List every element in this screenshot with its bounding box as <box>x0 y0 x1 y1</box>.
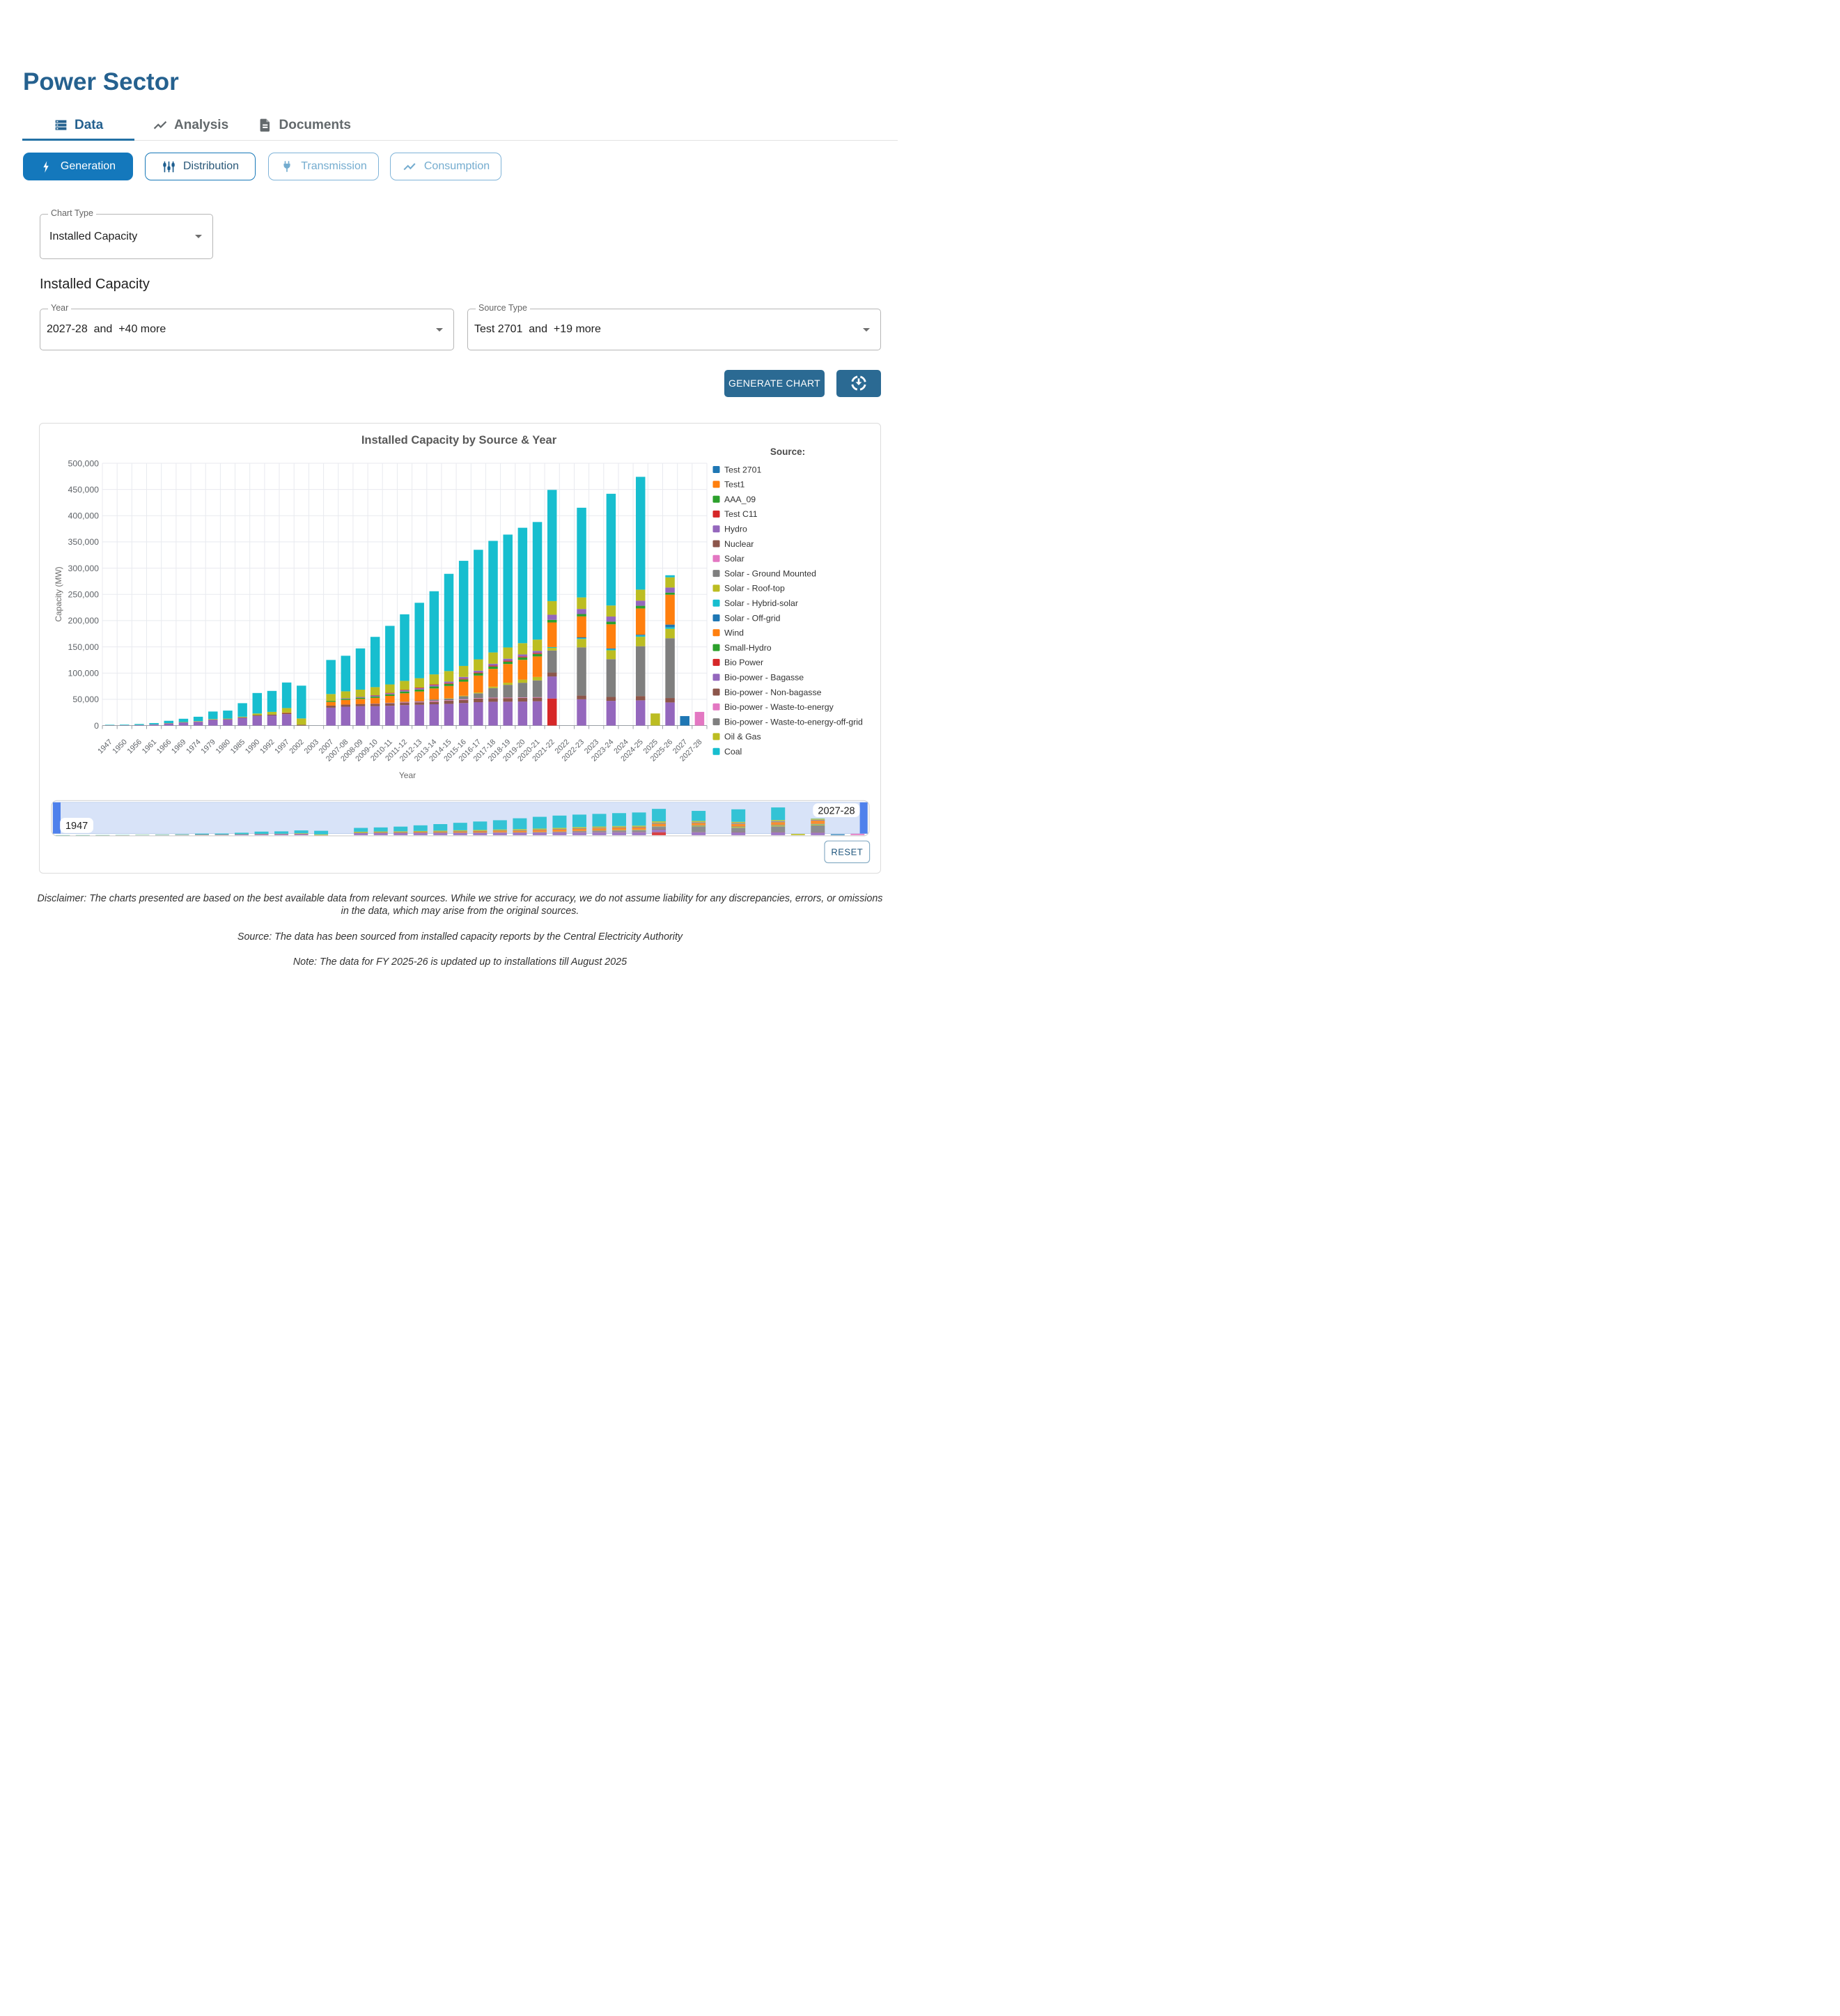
svg-text:1992: 1992 <box>258 738 276 755</box>
svg-text:100,000: 100,000 <box>68 669 100 679</box>
svg-text:1985: 1985 <box>229 738 247 755</box>
svg-text:Solar - Hybrid-solar: Solar - Hybrid-solar <box>724 598 798 608</box>
svg-text:Bio-power - Waste-to-energy-of: Bio-power - Waste-to-energy-off-grid <box>724 717 863 727</box>
svg-text:1947: 1947 <box>65 821 88 832</box>
svg-text:Small-Hydro: Small-Hydro <box>724 643 772 653</box>
svg-text:Solar - Off-grid: Solar - Off-grid <box>724 613 781 623</box>
svg-text:1961: 1961 <box>141 738 158 755</box>
svg-text:AAA_09: AAA_09 <box>724 495 756 504</box>
svg-text:Test 2701: Test 2701 <box>724 465 761 474</box>
svg-text:Installed Capacity by Source &: Installed Capacity by Source & Year <box>361 434 557 447</box>
svg-text:Solar - Roof-top: Solar - Roof-top <box>724 584 785 594</box>
svg-text:1956: 1956 <box>126 738 143 755</box>
svg-text:Year: Year <box>399 770 416 780</box>
svg-text:Coal: Coal <box>724 747 742 757</box>
svg-text:Hydro: Hydro <box>724 525 747 534</box>
svg-text:Bio Power: Bio Power <box>724 658 763 667</box>
svg-text:50,000: 50,000 <box>72 695 99 704</box>
svg-text:RESET: RESET <box>831 847 863 858</box>
svg-text:1980: 1980 <box>215 738 232 755</box>
svg-text:Test C11: Test C11 <box>724 509 758 519</box>
svg-text:1947: 1947 <box>96 738 114 755</box>
svg-text:Solar: Solar <box>724 554 744 564</box>
svg-text:Solar - Ground Mounted: Solar - Ground Mounted <box>724 568 816 578</box>
svg-text:1974: 1974 <box>185 738 202 755</box>
svg-text:400,000: 400,000 <box>68 511 100 521</box>
svg-text:Bio-power - Bagasse: Bio-power - Bagasse <box>724 673 804 683</box>
svg-text:Bio-power - Non-bagasse: Bio-power - Non-bagasse <box>724 688 822 697</box>
svg-text:2027-28: 2027-28 <box>818 805 855 816</box>
svg-text:200,000: 200,000 <box>68 616 100 626</box>
svg-text:Oil & Gas: Oil & Gas <box>724 732 761 742</box>
svg-text:1997: 1997 <box>273 738 290 755</box>
svg-text:1950: 1950 <box>111 738 128 755</box>
svg-text:1969: 1969 <box>170 738 187 755</box>
svg-text:0: 0 <box>94 721 99 731</box>
svg-text:300,000: 300,000 <box>68 564 100 573</box>
svg-text:1966: 1966 <box>155 738 173 755</box>
svg-text:Test1: Test1 <box>724 480 745 490</box>
svg-text:Source:: Source: <box>770 447 805 457</box>
svg-text:250,000: 250,000 <box>68 590 100 600</box>
svg-text:450,000: 450,000 <box>68 485 100 495</box>
svg-text:Wind: Wind <box>724 628 744 638</box>
svg-text:1979: 1979 <box>199 738 217 755</box>
svg-text:2003: 2003 <box>303 738 320 755</box>
svg-text:150,000: 150,000 <box>68 642 100 652</box>
svg-text:Nuclear: Nuclear <box>724 539 754 549</box>
svg-text:2002: 2002 <box>288 738 305 755</box>
svg-text:Capacity (MW): Capacity (MW) <box>54 566 63 621</box>
svg-text:Bio-power - Waste-to-energy: Bio-power - Waste-to-energy <box>724 702 834 712</box>
svg-text:1990: 1990 <box>244 738 261 755</box>
svg-text:350,000: 350,000 <box>68 537 100 547</box>
svg-text:500,000: 500,000 <box>68 458 100 468</box>
